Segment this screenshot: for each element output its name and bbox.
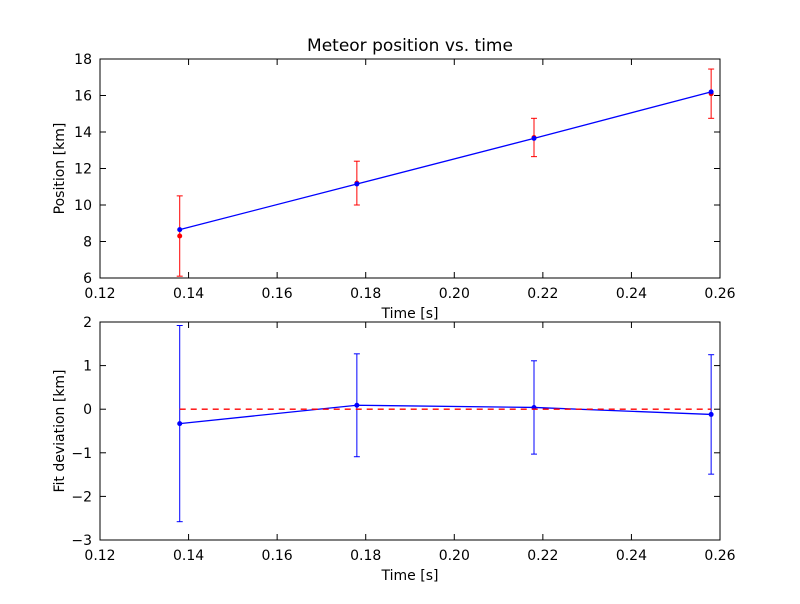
y-tick-label: 18: [74, 52, 92, 68]
x-tick-label: 0.22: [527, 286, 558, 302]
x-tick-label: 0.26: [704, 548, 735, 564]
y-axis-label: Fit deviation [km]: [52, 369, 68, 492]
x-tick-label: 0.24: [616, 548, 647, 564]
x-tick-label: 0.16: [262, 548, 293, 564]
x-tick-label: 0.26: [704, 286, 735, 302]
data-point: [177, 233, 183, 239]
series-line: [179, 91, 712, 231]
x-axis-label: Time [s]: [381, 306, 439, 322]
data-point: [177, 421, 183, 427]
axis-ticks: 0.12 0.14 0.16 0.18 0.20 0.22 0.24 0.26 6 8 10 12 14…: [74, 52, 736, 302]
plot-series: [176, 324, 715, 523]
axis-ticks: 0.12 0.14 0.16 0.18 0.20 0.22 0.24 0.26 −3 −2 −1 0 1…: [71, 315, 735, 564]
position-plot: Meteor position vs. time Time [s] Positi…: [52, 36, 736, 322]
x-tick-label: 0.18: [350, 286, 381, 302]
x-tick-label: 0.14: [173, 286, 204, 302]
y-tick-label: −2: [71, 489, 92, 505]
fit-deviation-plot: Time [s] Fit deviation [km] 0.12 0.14 0.16…: [52, 315, 736, 584]
plot-frame: [99, 321, 721, 541]
data-point: [708, 89, 714, 95]
series-line: [179, 404, 712, 425]
x-tick-label: 0.12: [84, 548, 115, 564]
y-tick-label: 0: [83, 402, 92, 418]
y-tick-label: 14: [74, 125, 92, 141]
plot-series: [176, 68, 715, 277]
y-tick-label: −1: [71, 446, 92, 462]
y-tick-label: 2: [83, 315, 92, 331]
x-tick-label: 0.12: [84, 286, 115, 302]
y-tick-label: 6: [83, 271, 92, 287]
y-tick-label: 16: [74, 89, 92, 105]
y-tick-label: 12: [74, 162, 92, 178]
x-tick-label: 0.20: [439, 548, 470, 564]
y-tick-label: 1: [83, 359, 92, 375]
x-tick-label: 0.16: [262, 286, 293, 302]
x-axis-label: Time [s]: [381, 568, 439, 584]
x-tick-label: 0.18: [350, 548, 381, 564]
x-tick-label: 0.24: [616, 286, 647, 302]
x-tick-label: 0.20: [439, 286, 470, 302]
data-point: [708, 411, 714, 417]
y-axis-label: Position [km]: [52, 123, 68, 215]
data-point: [354, 402, 360, 408]
data-point: [177, 227, 183, 233]
y-tick-label: 8: [83, 235, 92, 251]
y-tick-label: 10: [74, 198, 92, 214]
data-point: [531, 135, 537, 141]
y-tick-label: −3: [71, 533, 92, 549]
x-tick-label: 0.22: [527, 548, 558, 564]
chart-title: Meteor position vs. time: [307, 36, 513, 56]
data-point: [354, 181, 360, 187]
plot-frame: [99, 58, 721, 279]
x-tick-label: 0.14: [173, 548, 204, 564]
